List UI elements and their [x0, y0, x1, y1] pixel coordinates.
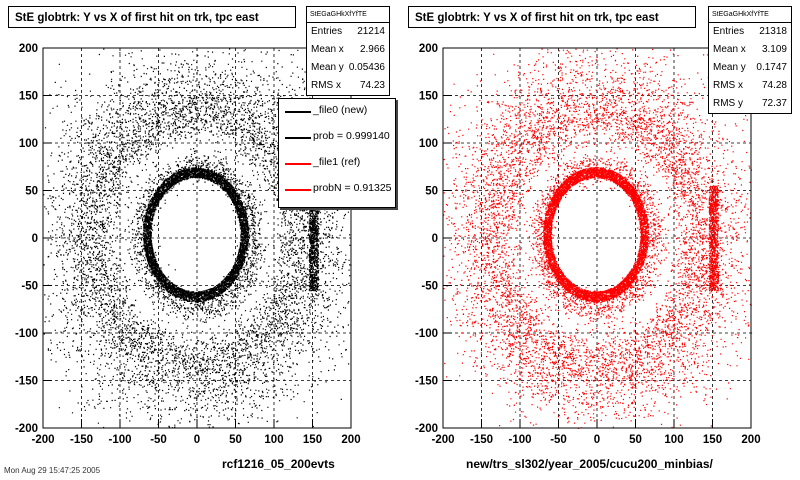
legend-entry: _file0 (new) [279, 99, 395, 125]
x-tick-label: 100 [264, 434, 283, 446]
stats-row: RMS x 74.28 [713, 80, 787, 91]
stats-box: StEGaGHkXfYfTE Entries 21318 Mean x 3.109 … [708, 6, 792, 114]
y-tick-label: 200 [419, 43, 438, 55]
timestamp: Mon Aug 29 15:47:25 2005 [4, 466, 101, 475]
scatter-points [43, 48, 352, 429]
file-label: new/trs_sl302/year_2005/cucu200_minbias/ [466, 457, 713, 471]
y-tick-label: 100 [419, 138, 438, 150]
y-tick-label: 200 [19, 43, 38, 55]
x-tick-label: 200 [741, 434, 760, 446]
y-tick-label: 0 [32, 233, 38, 245]
stats-row: RMS x 74.23 [311, 80, 385, 91]
x-tick-label: 0 [194, 434, 200, 446]
plot-title: StE globtrk: Y vs X of first hit on trk,… [408, 6, 696, 28]
x-tick-label: 0 [594, 434, 600, 446]
histogram-pad-left: -200 -150 -100 -50 0 50 100 150 200 -200 -150 -100 -… [8, 6, 396, 471]
x-tick-label: 100 [664, 434, 683, 446]
y-tick-label: -200 [15, 423, 38, 435]
x-tick-label: 150 [703, 434, 722, 446]
y-tick-label: 0 [432, 233, 438, 245]
stats-row: Entries 21318 [713, 26, 787, 37]
x-tick-label: -200 [431, 434, 454, 446]
x-tick-label: -50 [150, 434, 167, 446]
x-tick-label: -200 [31, 434, 54, 446]
legend-entry: prob = 0.999140 [279, 125, 395, 151]
legend: _file0 (new) prob = 0.999140 _file1 (ref… [278, 98, 396, 208]
y-tick-label: -150 [415, 376, 438, 388]
x-tick-label: -50 [550, 434, 567, 446]
y-tick-label: -50 [421, 281, 438, 293]
x-tick-label: 150 [303, 434, 322, 446]
x-tick-label: -150 [70, 434, 93, 446]
file-label: rcf1216_05_200evts [222, 457, 335, 471]
y-tick-label: -100 [415, 328, 438, 340]
x-tick-label: -150 [470, 434, 493, 446]
y-tick-label: -150 [15, 376, 38, 388]
x-tick-label: -100 [508, 434, 531, 446]
stats-row: Mean y 0.05436 [311, 62, 385, 73]
stats-name: StEGaGHkXfYfTE [307, 7, 389, 23]
x-tick-label: 50 [229, 434, 242, 446]
legend-entry: _file1 (ref) [279, 151, 395, 177]
y-tick-label: 50 [25, 186, 38, 198]
x-tick-label: 50 [629, 434, 642, 446]
stats-row: Mean x 3.109 [713, 44, 787, 55]
stats-box: StEGaGHkXfYfTE Entries 21214 Mean x 2.966 … [306, 6, 390, 96]
x-tick-label: -100 [108, 434, 131, 446]
stats-row: Entries 21214 [311, 26, 385, 37]
y-tick-label: 150 [19, 91, 38, 103]
x-tick-label: 200 [341, 434, 360, 446]
y-tick-label: -50 [21, 281, 38, 293]
y-tick-label: -100 [15, 328, 38, 340]
stats-row: Mean y 0.1747 [713, 62, 787, 73]
y-tick-label: 150 [419, 91, 438, 103]
histogram-pad-right: -200 -150 -100 -50 0 50 100 150 200 -200 -150 -100 -… [400, 0, 800, 480]
plot-title: StE globtrk: Y vs X of first hit on trk,… [8, 6, 296, 28]
stats-name: StEGaGHkXfYfTE [709, 7, 791, 23]
stats-row: RMS y 72.37 [713, 98, 787, 109]
legend-entry: probN = 0.91325 [279, 177, 395, 203]
scatter-plot-right: -200 -150 -100 -50 0 50 100 150 200 -200 -150 -100 -… [415, 43, 761, 446]
y-tick-label: 100 [19, 138, 38, 150]
y-tick-label: 50 [425, 186, 438, 198]
y-tick-label: -200 [415, 423, 438, 435]
stats-row: Mean x 2.966 [311, 44, 385, 55]
